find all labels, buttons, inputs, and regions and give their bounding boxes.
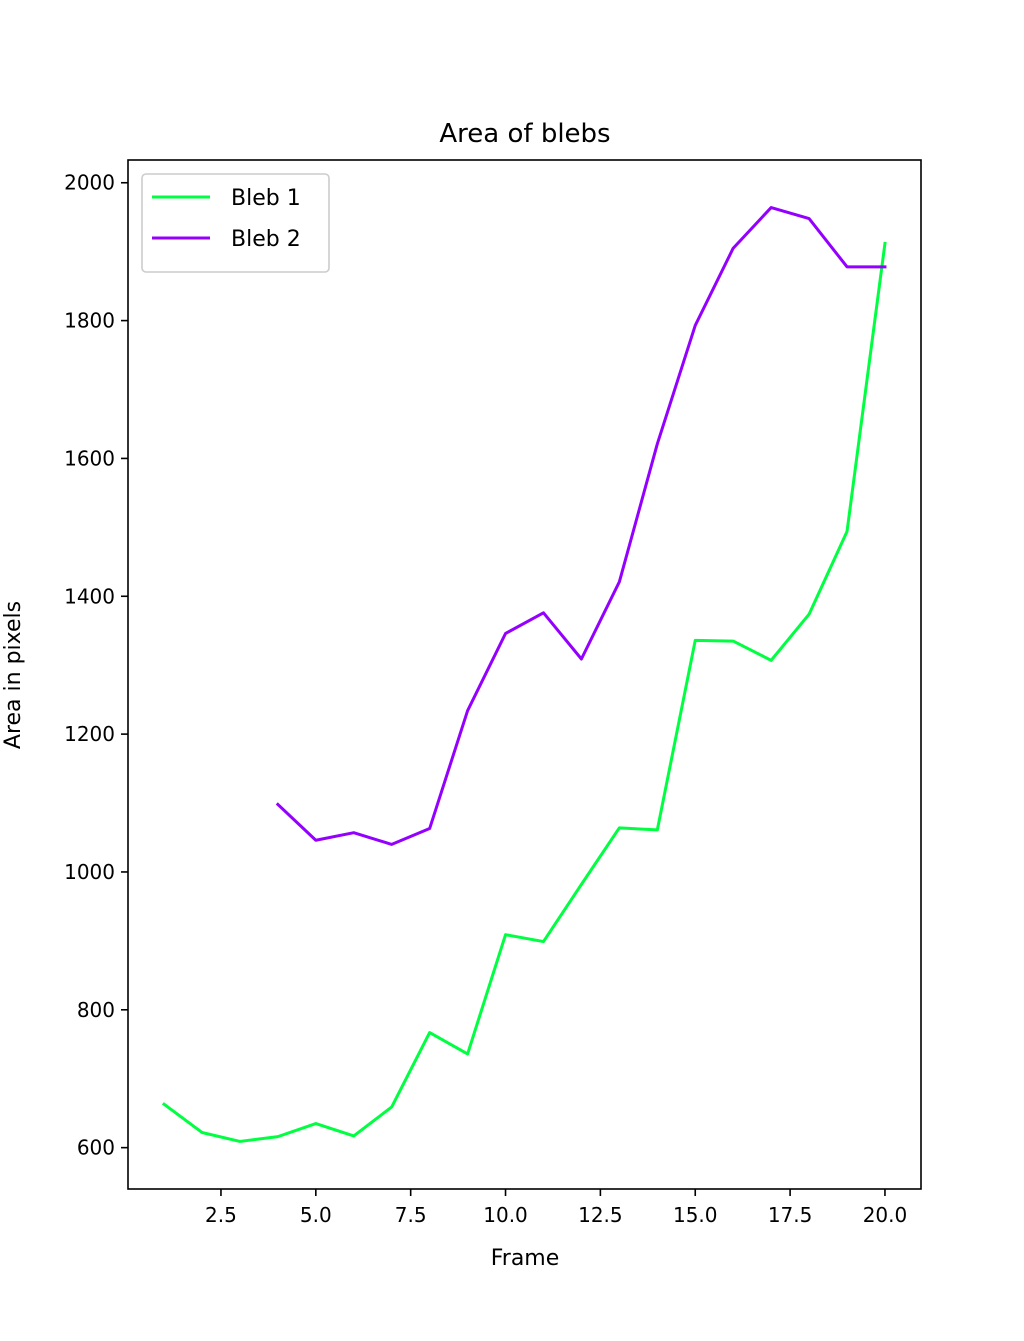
y-tick-label: 1200 xyxy=(64,722,115,746)
y-tick-label: 1400 xyxy=(64,584,115,608)
x-tick-label: 5.0 xyxy=(300,1203,332,1227)
chart-title: Area of blebs xyxy=(439,119,610,149)
x-tick-label: 15.0 xyxy=(673,1203,718,1227)
series-line-1 xyxy=(161,241,887,1143)
x-tick-label: 10.0 xyxy=(483,1203,528,1227)
plot-area xyxy=(161,206,887,1143)
y-tick-label: 800 xyxy=(77,998,115,1022)
y-axis-label: Area in pixels xyxy=(1,601,26,749)
y-tick-label: 1600 xyxy=(64,446,115,470)
x-tick-label: 2.5 xyxy=(205,1203,237,1227)
y-tick-label: 1000 xyxy=(64,860,115,884)
x-tick-label: 17.5 xyxy=(768,1203,813,1227)
axes: 2.5 5.0 7.5 10.0 12.5 15.0 17.5 20.0 600 800 1000 1… xyxy=(64,159,922,1227)
series-line-2 xyxy=(275,206,887,846)
legend-label-2: Bleb 2 xyxy=(231,227,301,252)
x-tick-label: 20.0 xyxy=(863,1203,908,1227)
y-tick-label: 1800 xyxy=(64,309,115,333)
legend-label-1: Bleb 1 xyxy=(231,186,301,211)
legend: Bleb 1 Bleb 2 xyxy=(141,173,330,273)
y-tick-label: 2000 xyxy=(64,171,115,195)
x-tick-label: 7.5 xyxy=(395,1203,427,1227)
x-tick-label: 12.5 xyxy=(578,1203,623,1227)
y-tick-label: 600 xyxy=(77,1136,115,1160)
x-axis-label: Frame xyxy=(491,1246,560,1271)
axes-frame xyxy=(127,159,922,1190)
